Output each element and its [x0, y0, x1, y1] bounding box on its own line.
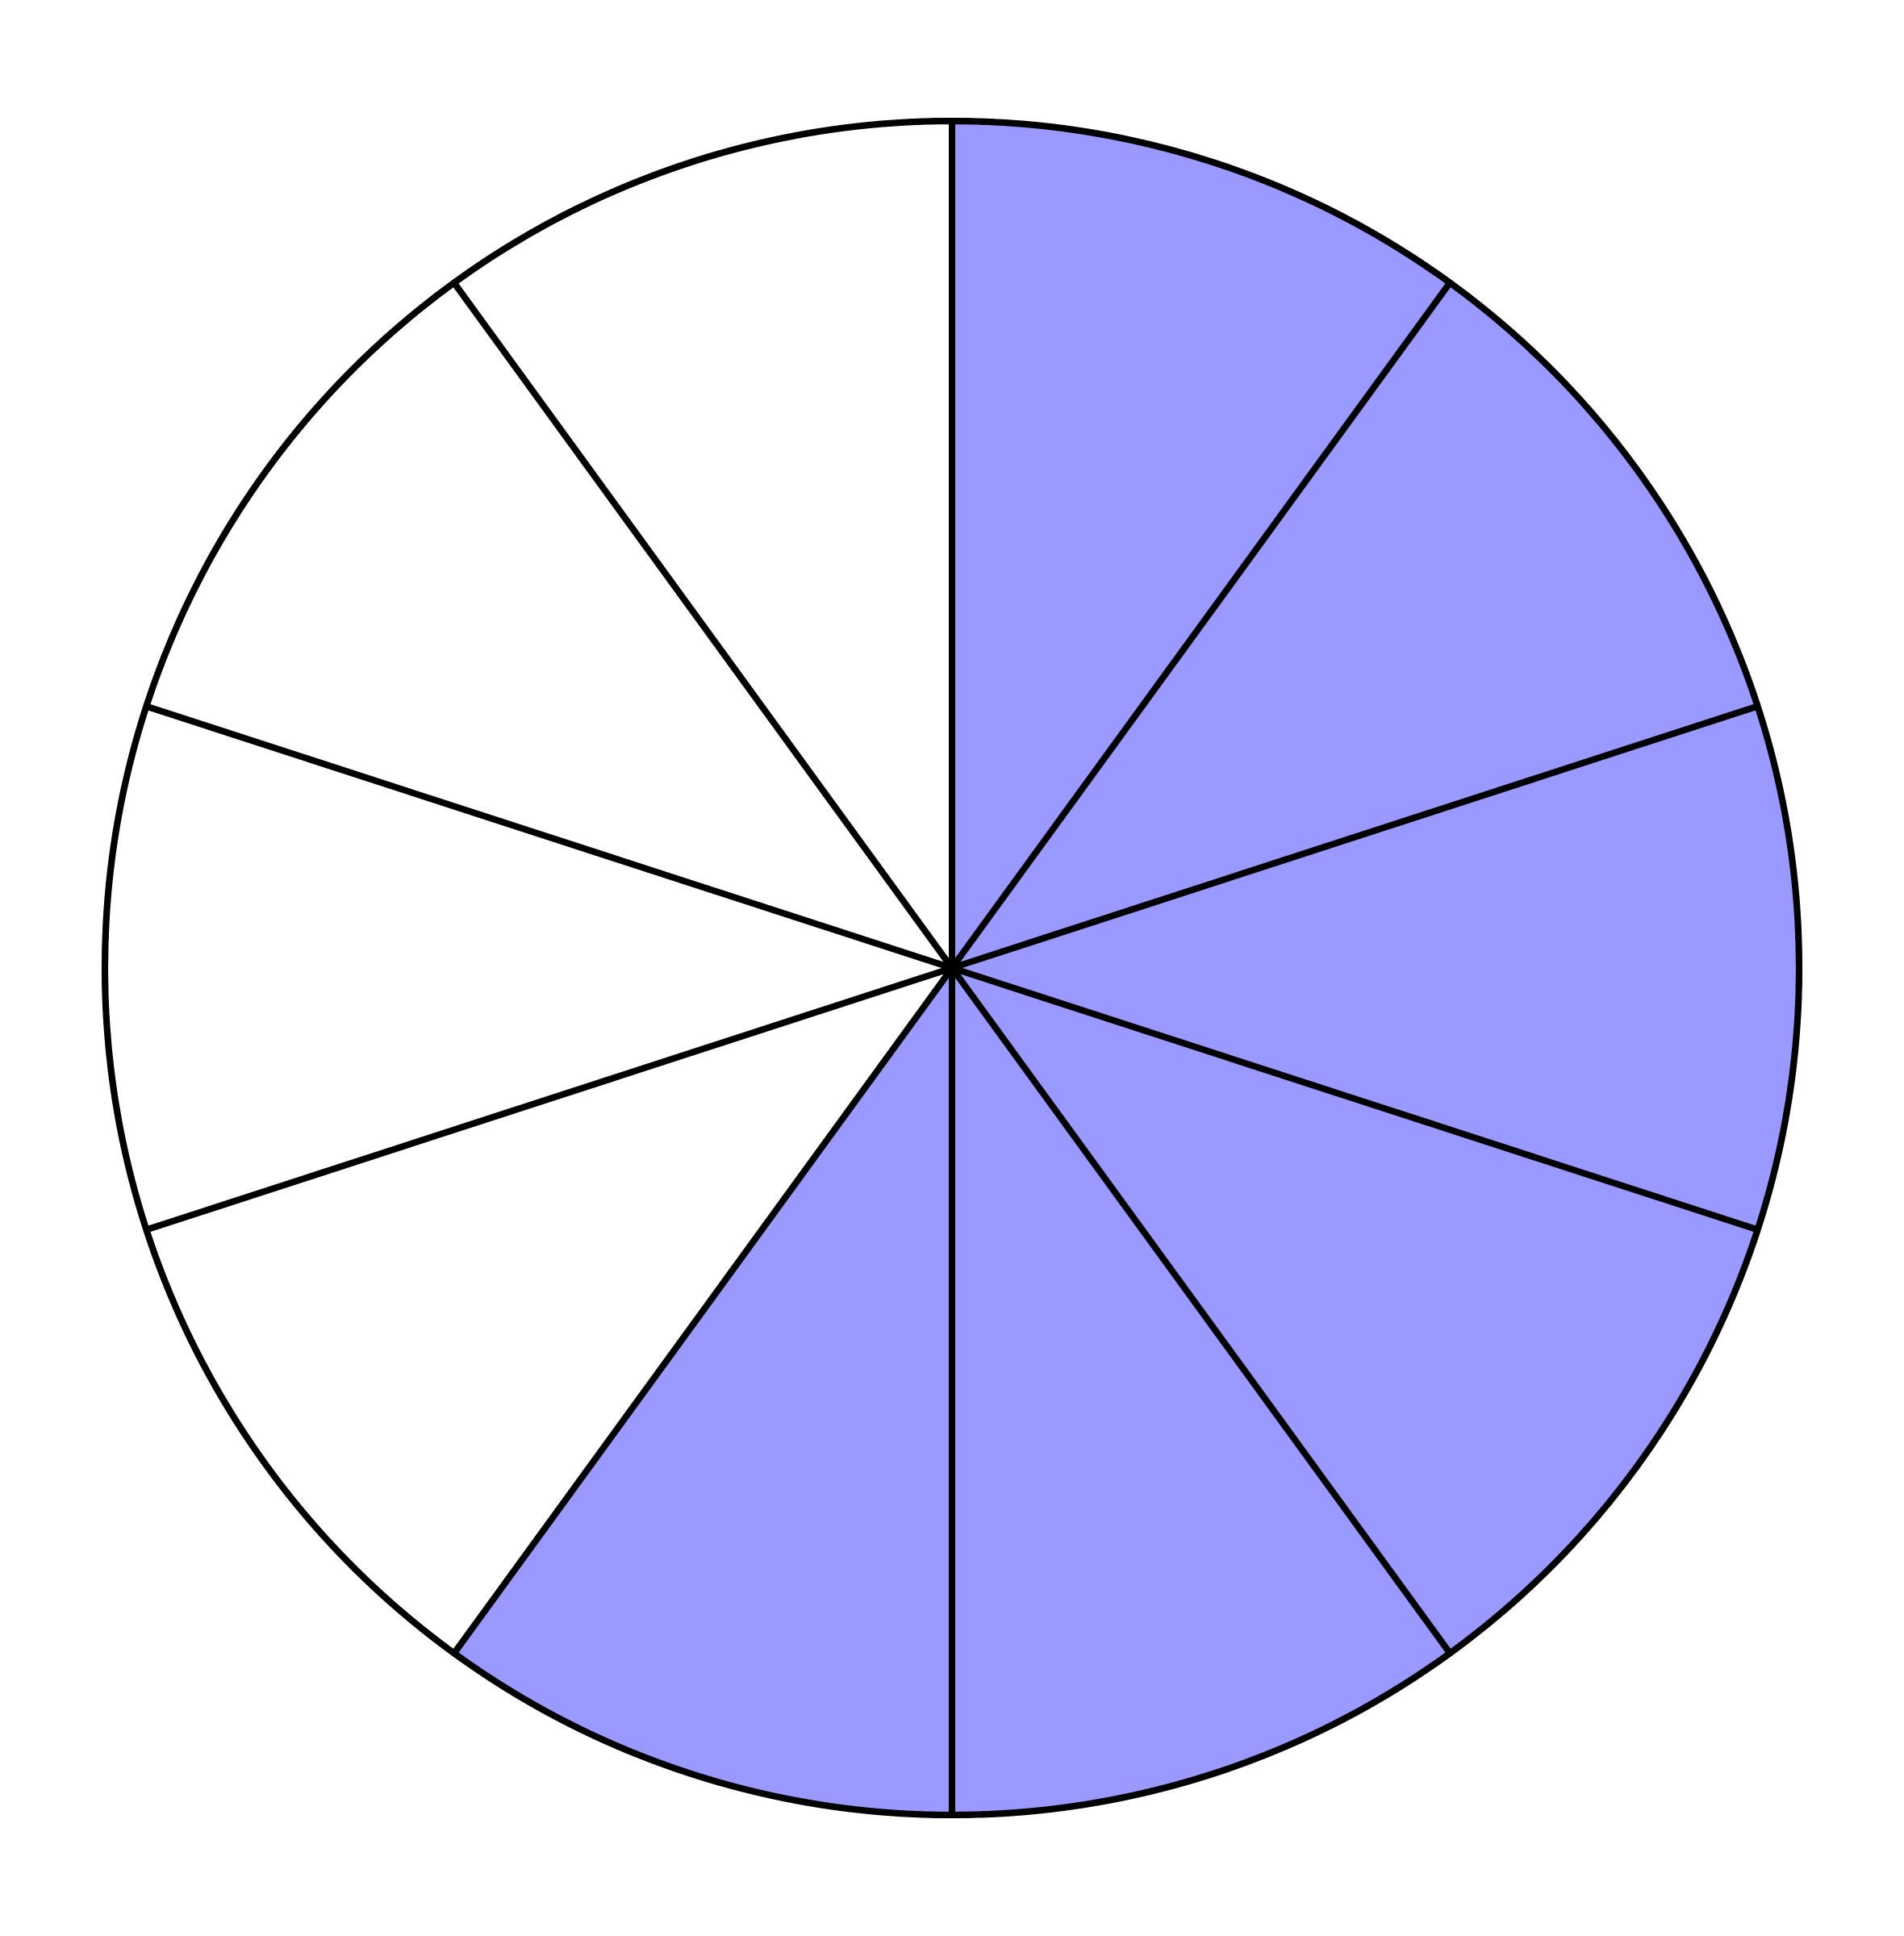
fraction-pie-chart: [0, 0, 1904, 1936]
pie-svg: [0, 0, 1904, 1936]
